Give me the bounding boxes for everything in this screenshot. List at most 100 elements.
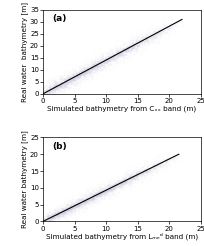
Point	[52, 215, 55, 219]
Point	[66, 71, 69, 75]
Point	[52, 212, 55, 216]
Point	[60, 88, 63, 92]
Point	[160, 160, 164, 164]
Point	[55, 216, 58, 220]
Point	[85, 69, 89, 73]
Point	[142, 42, 145, 46]
Point	[83, 68, 86, 72]
Point	[155, 163, 158, 167]
Point	[159, 28, 162, 31]
Point	[145, 168, 148, 172]
Point	[57, 74, 60, 77]
Point	[95, 59, 98, 63]
Point	[70, 202, 73, 206]
Text: (a): (a)	[52, 14, 67, 23]
Point	[46, 89, 50, 92]
Point	[46, 217, 49, 221]
Point	[149, 169, 152, 173]
Point	[77, 198, 81, 202]
Point	[146, 168, 150, 172]
Point	[142, 169, 145, 173]
Point	[84, 192, 88, 196]
Point	[113, 183, 116, 186]
Point	[88, 191, 91, 195]
Point	[60, 219, 63, 223]
Point	[138, 38, 141, 42]
Point	[85, 68, 89, 72]
Point	[103, 62, 106, 66]
Point	[145, 165, 149, 169]
Point	[140, 41, 143, 45]
Point	[47, 85, 51, 89]
Point	[144, 36, 148, 40]
Point	[91, 186, 94, 190]
Point	[126, 182, 129, 185]
Point	[56, 88, 60, 92]
Point	[83, 63, 87, 67]
Point	[57, 85, 60, 89]
Point	[120, 56, 123, 60]
Point	[57, 212, 61, 216]
Point	[102, 193, 105, 197]
Point	[139, 171, 142, 175]
Point	[72, 82, 75, 86]
Point	[78, 69, 82, 73]
Point	[56, 210, 59, 214]
Point	[120, 180, 124, 184]
Point	[62, 83, 65, 87]
Point	[55, 85, 59, 89]
Point	[108, 56, 111, 60]
Point	[141, 39, 144, 43]
Point	[39, 217, 43, 221]
Point	[70, 200, 73, 204]
Point	[118, 183, 121, 187]
Point	[127, 46, 131, 50]
Point	[130, 57, 134, 61]
Point	[134, 177, 137, 181]
Point	[64, 84, 68, 88]
Point	[48, 219, 52, 223]
Point	[105, 61, 108, 64]
Point	[105, 188, 108, 192]
Point	[141, 37, 144, 41]
Point	[82, 199, 85, 203]
Point	[89, 197, 92, 201]
Point	[135, 42, 138, 46]
Point	[144, 29, 147, 33]
Point	[120, 175, 123, 179]
Point	[91, 188, 94, 192]
Point	[69, 203, 73, 207]
Point	[127, 44, 131, 48]
Point	[130, 172, 133, 176]
Point	[123, 170, 126, 174]
Point	[112, 182, 115, 186]
Point	[58, 223, 61, 227]
Point	[93, 59, 96, 63]
Point	[47, 213, 51, 216]
Point	[51, 213, 54, 216]
Point	[130, 44, 134, 48]
Point	[39, 90, 42, 93]
Point	[65, 207, 68, 211]
Point	[61, 74, 64, 78]
Point	[78, 206, 81, 210]
Point	[92, 192, 95, 196]
Point	[76, 77, 79, 81]
Point	[50, 91, 53, 95]
Point	[121, 179, 124, 183]
Point	[56, 213, 60, 216]
Point	[51, 88, 55, 92]
Point	[127, 178, 131, 182]
Point	[47, 219, 51, 223]
Point	[118, 49, 122, 53]
Point	[121, 51, 124, 55]
Point	[75, 82, 78, 86]
Point	[62, 67, 65, 71]
Point	[103, 67, 107, 71]
Point	[81, 201, 84, 205]
Point	[40, 210, 43, 214]
Point	[75, 205, 79, 209]
Point	[120, 52, 123, 56]
Point	[91, 201, 94, 205]
Point	[141, 165, 144, 169]
